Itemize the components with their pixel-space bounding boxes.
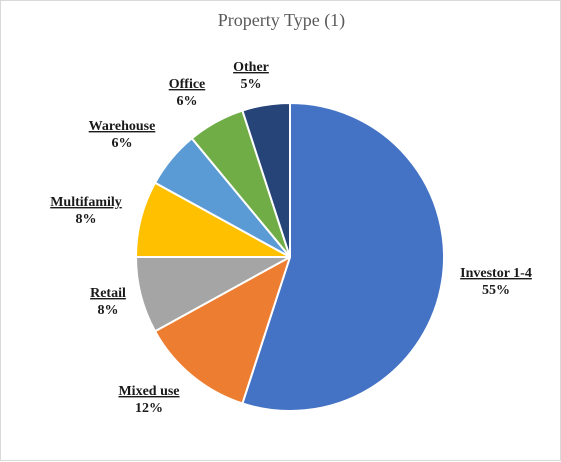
data-label-percent: 5% [241, 77, 262, 92]
pie-slice-mixed-use [154, 256, 291, 405]
data-label-mixed-use: Mixed use 12% [118, 384, 179, 416]
data-label-percent: 6% [112, 136, 133, 151]
data-label-category: Other [233, 60, 269, 75]
data-label-category: Warehouse [89, 119, 156, 134]
pie-slices [135, 102, 445, 412]
data-label-multifamily: Multifamily 8% [50, 195, 122, 227]
data-label-category: Multifamily [50, 195, 122, 210]
data-label-percent: 55% [482, 283, 510, 298]
data-label-category: Office [169, 77, 206, 92]
pie-slice-other [241, 102, 291, 258]
pie-slice-investor-1-4 [241, 102, 445, 412]
data-label-warehouse: Warehouse 6% [89, 119, 156, 151]
data-label-other: Other 5% [233, 60, 269, 92]
data-label-office: Office 6% [169, 77, 206, 109]
data-label-category: Retail [90, 286, 126, 301]
data-label-retail: Retail 8% [90, 286, 126, 318]
data-label-percent: 8% [76, 212, 97, 227]
data-label-investor-1-4: Investor 1-4 55% [460, 266, 532, 298]
chart-title: Property Type (1) [217, 10, 346, 30]
data-label-percent: 6% [177, 94, 198, 109]
data-label-category: Mixed use [118, 384, 179, 399]
data-label-percent: 12% [135, 401, 163, 416]
data-label-percent: 8% [98, 303, 119, 318]
data-label-category: Investor 1-4 [460, 266, 532, 281]
pie-labels: Investor 1-4 55%Mixed use 12%Retail 8%Multi… [50, 60, 532, 416]
